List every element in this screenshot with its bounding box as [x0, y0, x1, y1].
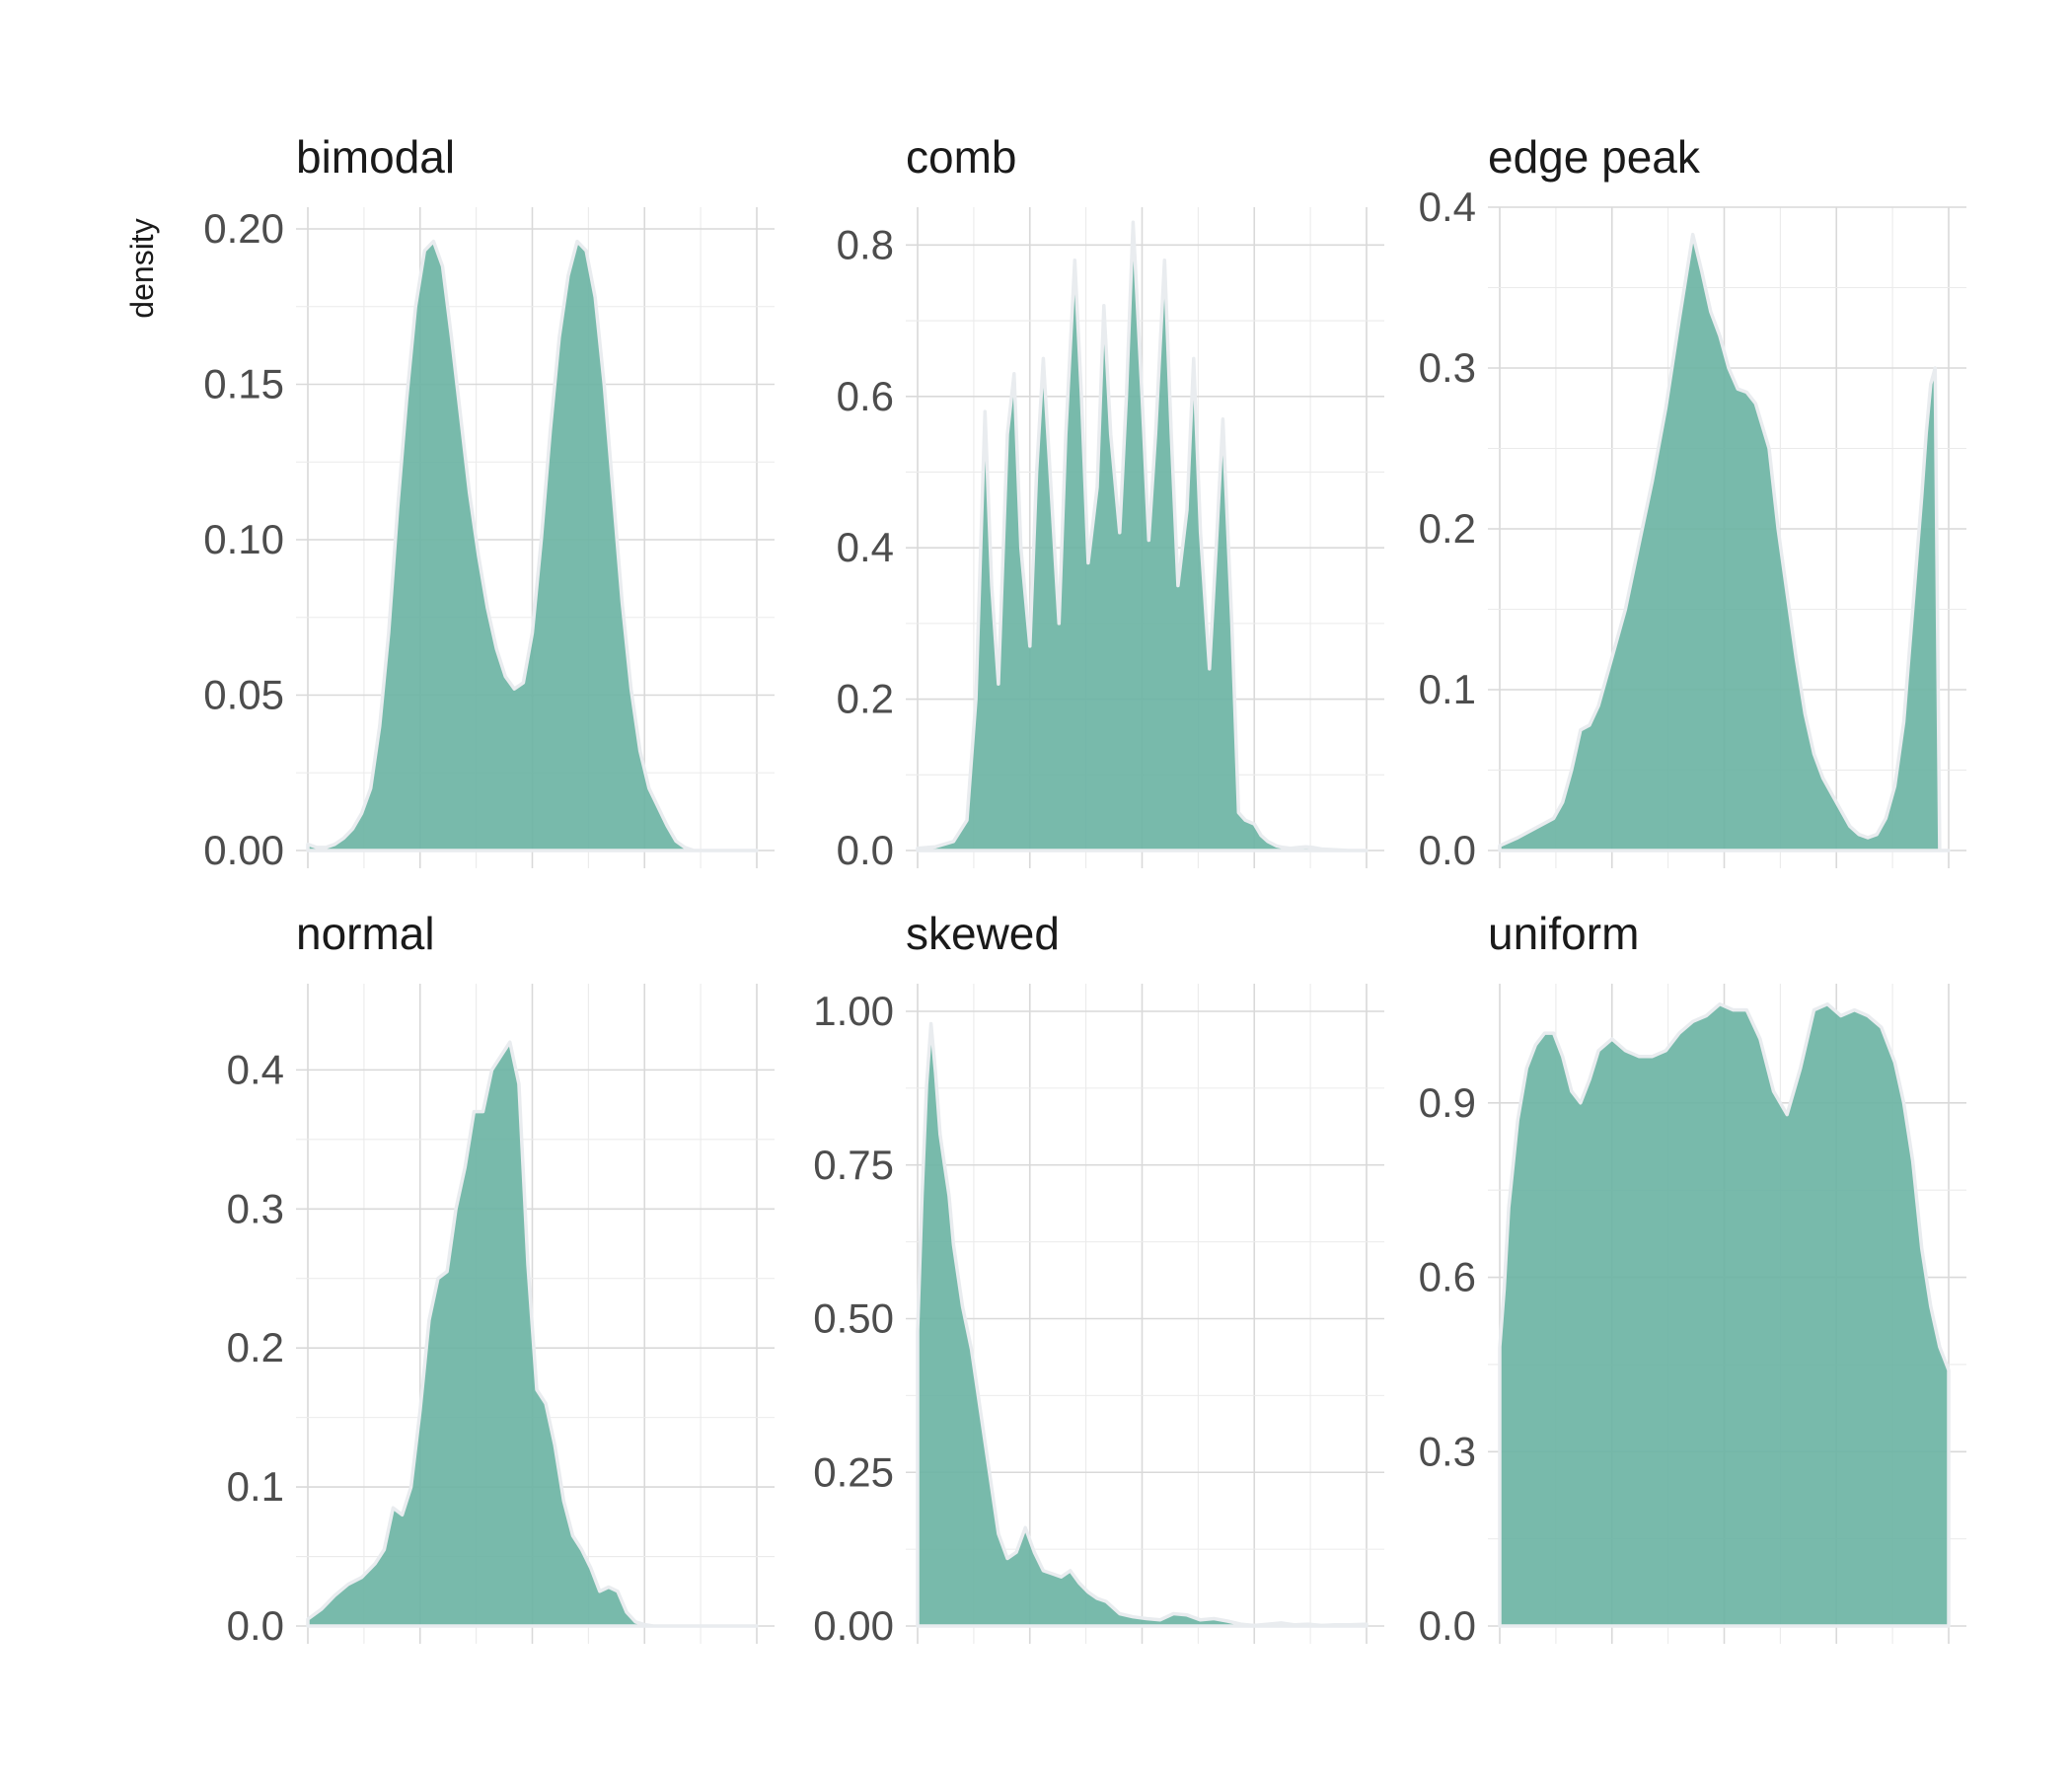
panel-title: normal	[296, 908, 435, 959]
y-tick-label: 0.4	[837, 524, 894, 570]
y-tick-label: 0.00	[203, 827, 284, 873]
panel-skewed: 0.00 0.25 0.50 0.75 1.00 skewed	[813, 908, 1384, 1649]
y-tick-label: 0.2	[1419, 505, 1476, 552]
y-tick-label: 0.3	[1419, 1428, 1476, 1474]
y-axis-title: density	[124, 218, 160, 318]
density-area-uniform	[1498, 1001, 1951, 1628]
y-tick-label: 0.10	[203, 516, 284, 562]
y-tick-label: 0.75	[813, 1142, 894, 1188]
density-area-normal	[306, 1040, 759, 1628]
panel-bimodal: 0.00 0.05 0.10 0.15 0.20 bimodal	[203, 131, 775, 873]
y-tick-label: 0.50	[813, 1295, 894, 1342]
y-tick-label: 0.2	[837, 676, 894, 722]
y-tick-label: 0.9	[1419, 1079, 1476, 1126]
panel-title: comb	[906, 131, 1016, 183]
y-tick-label: 0.0	[1419, 1602, 1476, 1649]
y-tick-label: 0.8	[837, 221, 894, 267]
y-tick-label: 0.0	[1419, 827, 1476, 873]
y-tick-label: 0.3	[227, 1185, 284, 1231]
panel-normal: 0.0 0.1 0.2 0.3 0.4 normal	[227, 908, 775, 1649]
density-area-comb	[916, 220, 1369, 852]
panel-uniform: 0.0 0.3 0.6 0.9 uniform	[1419, 908, 1966, 1649]
y-tick-label: 0.1	[227, 1463, 284, 1510]
panel-title: edge peak	[1488, 131, 1701, 183]
y-tick-label: 0.0	[227, 1602, 284, 1649]
panel-edge-peak: 0.0 0.1 0.2 0.3 0.4 edge peak	[1419, 131, 1966, 873]
density-area-bimodal	[306, 239, 759, 852]
panel-title: bimodal	[296, 131, 455, 183]
y-tick-label: 0.0	[837, 827, 894, 873]
y-tick-label: 0.05	[203, 672, 284, 718]
y-tick-label: 0.6	[1419, 1254, 1476, 1300]
y-tick-label: 1.00	[813, 988, 894, 1034]
density-area-edge-peak	[1498, 232, 1951, 852]
panel-comb: 0.0 0.2 0.4 0.6 0.8 comb	[837, 131, 1384, 873]
y-tick-label: 0.00	[813, 1602, 894, 1649]
y-tick-label: 0.20	[203, 205, 284, 252]
y-tick-label: 0.6	[837, 373, 894, 419]
panel-title: skewed	[906, 908, 1060, 959]
y-tick-label: 0.4	[227, 1046, 284, 1092]
y-tick-label: 0.25	[813, 1448, 894, 1495]
y-tick-label: 0.3	[1419, 344, 1476, 391]
y-tick-label: 0.15	[203, 361, 284, 407]
y-tick-label: 0.4	[1419, 184, 1476, 230]
y-tick-label: 0.1	[1419, 666, 1476, 712]
density-area-skewed	[916, 1021, 1369, 1628]
y-tick-label: 0.2	[227, 1324, 284, 1370]
panel-title: uniform	[1488, 908, 1639, 959]
